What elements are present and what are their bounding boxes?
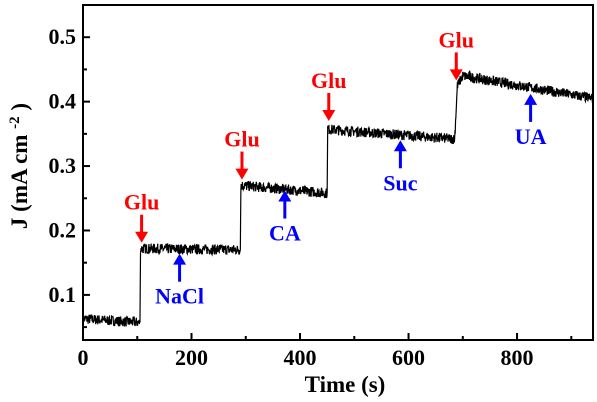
annotation-label: Glu (311, 68, 346, 93)
annotation-glu-2: Glu (311, 68, 347, 121)
x-tick-label-0: 0 (78, 345, 89, 370)
axes: 0 200 400 600 800 0.1 0.2 0.3 0.4 0.5 (49, 4, 594, 370)
annotation-label: UA (515, 124, 547, 149)
annotation-arrow-head (173, 253, 187, 265)
annotation-suc-6: Suc (383, 140, 418, 195)
y-axis-label: J (mA cm -2 ) (7, 103, 32, 229)
annotation-arrow-head (135, 231, 149, 243)
y-axis-label-main: J (mA cm (7, 135, 32, 230)
x-tick-label-1: 200 (175, 345, 208, 370)
y-tick-label-0: 0.1 (49, 282, 77, 307)
y-tick-label-3: 0.4 (49, 89, 77, 114)
x-tick-label-3: 600 (392, 345, 425, 370)
annotation-arrow-head (235, 168, 249, 180)
x-axis-label: Time (s) (305, 372, 386, 397)
annotation-label: NaCl (155, 284, 204, 309)
x-tick-label-2: 400 (284, 345, 317, 370)
series-line-0 (82, 70, 594, 327)
annotation-arrow-head (278, 190, 292, 202)
annotation-label: Suc (383, 170, 417, 195)
y-tick-label-2: 0.3 (49, 153, 77, 178)
y-axis-label-close: ) (7, 103, 32, 111)
annotations: Glu Glu Glu Glu NaCl CA Suc UA (124, 27, 547, 308)
annotation-arrow-head (449, 69, 463, 81)
annotation-label: Glu (124, 190, 159, 215)
y-axis-label-superscript: -2 (7, 116, 23, 129)
annotation-glu-1: Glu (224, 127, 260, 180)
y-tick-label-1: 0.2 (49, 217, 77, 242)
annotation-label: CA (269, 221, 301, 246)
annotation-arrow-head (393, 140, 407, 152)
annotation-label: Glu (224, 127, 259, 152)
annotation-glu-0: Glu (124, 190, 159, 243)
annotation-arrow-head (322, 109, 336, 121)
y-tick-label-4: 0.5 (49, 24, 77, 49)
annotation-nacl-4: NaCl (155, 253, 204, 309)
annotation-ca-5: CA (269, 190, 301, 246)
plot-area (82, 70, 594, 327)
plot-frame (82, 4, 594, 341)
annotation-label: Glu (439, 27, 474, 52)
x-tick-label-4: 800 (501, 345, 534, 370)
annotation-glu-3: Glu (439, 27, 474, 81)
annotation-ua-7: UA (515, 93, 547, 149)
annotation-arrow-head (524, 93, 538, 105)
